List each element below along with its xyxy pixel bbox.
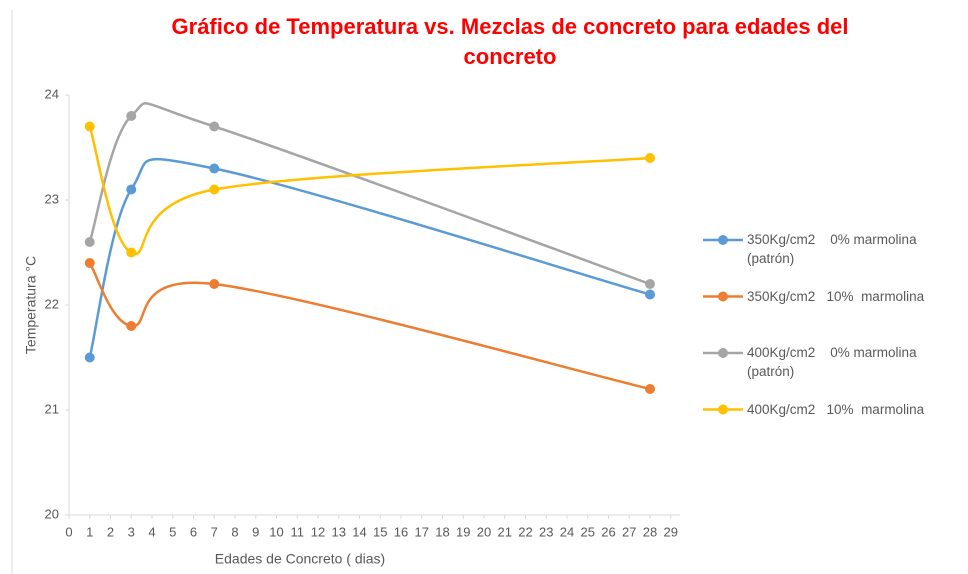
series-line: [88, 157, 651, 358]
x-tick-label: 17: [415, 524, 429, 539]
legend-marker: [718, 235, 728, 245]
chart-title: Gráfico de Temperatura vs. Mezclas de co…: [171, 14, 849, 69]
y-tick-label: 21: [45, 401, 59, 416]
x-tick-label: 27: [622, 524, 636, 539]
x-tick-label: 22: [518, 524, 532, 539]
legend-label: 400Kg/cm2 0% marmolina (patrón): [747, 345, 921, 379]
x-tick-label: 0: [65, 524, 72, 539]
data-point: [209, 279, 220, 289]
series-line: [88, 126, 651, 255]
x-tick-label: 21: [498, 524, 512, 539]
data-point: [84, 258, 95, 268]
x-tick-label: 13: [332, 524, 346, 539]
x-tick-label: 6: [190, 524, 197, 539]
y-tick-label: 24: [45, 86, 59, 101]
data-point: [126, 111, 137, 121]
x-tick-label: 9: [252, 524, 259, 539]
x-tick-label: 23: [539, 524, 553, 539]
y-tick-label: 23: [45, 191, 59, 206]
data-point: [126, 321, 137, 331]
data-point: [84, 352, 95, 363]
legend-label: 350Kg/cm2 0% marmolina (patrón): [747, 232, 921, 266]
data-point: [209, 184, 220, 195]
data-point: [209, 163, 220, 174]
y-tick-label: 22: [45, 296, 59, 311]
x-tick-label: 26: [601, 524, 615, 539]
x-tick-label: 8: [231, 524, 238, 539]
series-line: [88, 262, 651, 391]
data-point: [84, 121, 95, 132]
x-tick-label: 29: [664, 524, 678, 539]
data-point: [209, 121, 220, 132]
legend-label: 350Kg/cm2 10% marmolina: [747, 288, 925, 304]
x-tick-label: 28: [643, 524, 657, 539]
data-point: [126, 184, 137, 195]
x-tick-label: 14: [352, 524, 366, 539]
data-point: [645, 289, 655, 300]
legend-marker: [718, 404, 728, 415]
x-tick-label: 18: [435, 524, 449, 539]
x-tick-label: 3: [128, 524, 135, 539]
x-tick-label: 2: [107, 524, 114, 539]
data-point: [84, 237, 95, 247]
legend-marker: [718, 348, 728, 358]
x-tick-label: 1: [86, 524, 93, 539]
x-tick-label: 7: [211, 524, 218, 539]
x-tick-label: 10: [269, 524, 283, 539]
x-tick-label: 25: [581, 524, 595, 539]
x-tick-label: 24: [560, 524, 574, 539]
legend-marker: [718, 291, 728, 302]
series-line: [88, 102, 651, 286]
data-point: [645, 384, 655, 394]
x-tick-label: 19: [456, 524, 470, 539]
x-tick-label: 11: [291, 524, 305, 539]
x-tick-label: 4: [148, 524, 155, 539]
x-tick-label: 16: [394, 524, 408, 539]
y-axis-label: Temperatura °C: [23, 256, 39, 354]
x-tick-label: 15: [373, 524, 387, 539]
x-tick-label: 20: [477, 524, 491, 539]
x-axis-label: Edades de Concreto ( dias): [215, 551, 385, 567]
data-point: [645, 279, 655, 289]
data-point: [645, 153, 655, 163]
y-tick-label: 20: [45, 506, 59, 521]
x-tick-label: 5: [169, 524, 176, 539]
x-tick-label: 12: [311, 524, 325, 539]
legend-label: 400Kg/cm2 10% marmolina: [747, 401, 925, 417]
data-point: [126, 247, 137, 258]
